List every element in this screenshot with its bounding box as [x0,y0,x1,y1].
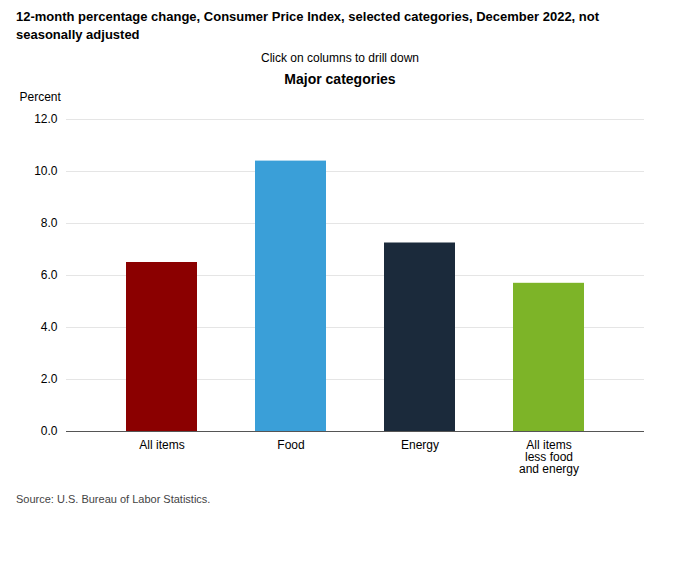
html-text:12-month percentage change, Co: 12-month percentage change, Consumer Pri… [16,9,599,42]
svg-text:Percent: Percent [20,90,62,104]
html-text:Click on columns to drill down: Click on columns to drill down [261,51,419,66]
svg-text:12.0: 12.0 [34,112,58,126]
svg-text:8.0: 8.0 [41,216,58,230]
svg-text:6.0: 6.0 [41,268,58,282]
html-text:Source: U.S. Bureau of Labor S: Source: U.S. Bureau of Labor Statistics. [16,493,211,506]
svg-text:4.0: 4.0 [41,320,58,334]
svg-text:Energy: Energy [401,438,439,452]
svg-text:2.0: 2.0 [41,372,58,386]
svg-text:10.0: 10.0 [34,164,58,178]
svg-text:All items: All items [139,438,184,452]
svg-text:0.0: 0.0 [41,424,58,438]
svg-text:All itemsless foodand energy: All itemsless foodand energy [519,438,579,476]
html-text:Major categories: Major categories [284,71,396,88]
svg-text:Food: Food [277,438,304,452]
